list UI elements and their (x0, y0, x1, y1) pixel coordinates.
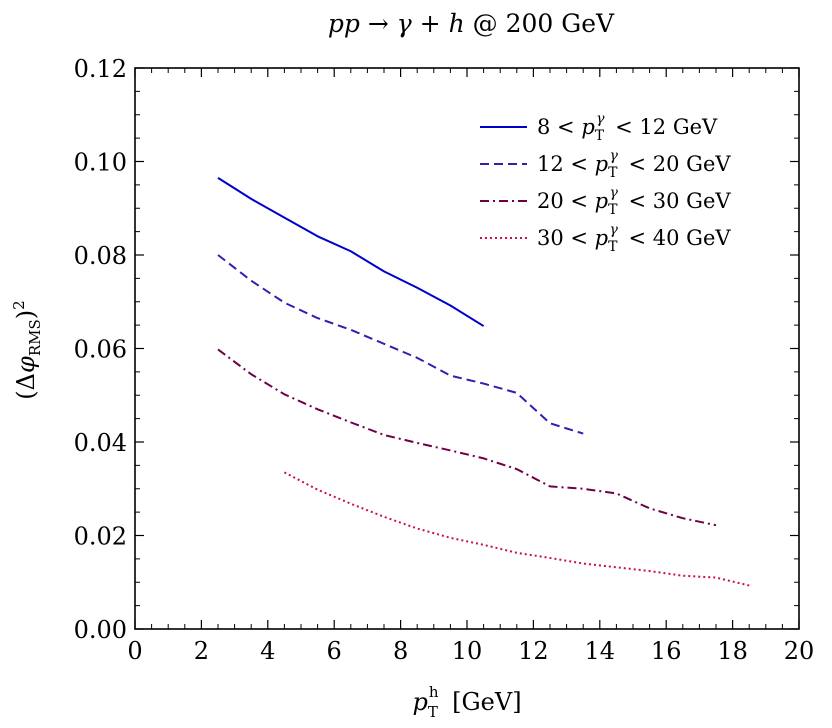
y-axis-label: (ΔφRMS)2 (10, 300, 44, 399)
chart-title: pp → γ + h @ 200 GeV (328, 9, 615, 38)
y-tick-label: 0.06 (74, 336, 127, 364)
x-axis-label: pTh [GeV] (412, 683, 521, 721)
x-tick-label: 2 (194, 637, 209, 665)
legend-label-3: 20 < pTγ < 30 GeV (537, 185, 731, 218)
legend-label-1: 8 < pTγ < 12 GeV (537, 111, 718, 144)
legend: 8 < pTγ < 12 GeV 12 < pTγ < 20 GeV 20 < pT… (480, 111, 731, 255)
x-tick-label: 4 (260, 637, 275, 665)
x-tick-label: 10 (452, 637, 483, 665)
series-layer (217, 177, 750, 587)
x-tick-label: 8 (393, 637, 408, 665)
plot-frame (134, 67, 800, 630)
x-tick-label: 18 (717, 637, 748, 665)
legend-label-2: 12 < pTγ < 20 GeV (537, 148, 731, 181)
x-tick-label: 6 (327, 637, 342, 665)
x-tick-label: 16 (651, 637, 682, 665)
x-tick-label: 0 (127, 637, 142, 665)
tick-labels: 0 2 4 6 8 10 12 14 16 18 20 0.00 0.02 0.04 0.06 0.08 0.1… (74, 55, 815, 665)
x-tick-label: 12 (518, 637, 549, 665)
y-tick-label: 0.04 (74, 429, 127, 457)
series-line-2 (217, 254, 584, 435)
y-tick-label: 0.10 (74, 149, 127, 177)
y-tick-label: 0.08 (74, 242, 127, 270)
y-tick-label: 0.02 (74, 523, 127, 551)
x-tick-label: 14 (585, 637, 616, 665)
y-tick-label: 0.12 (74, 55, 127, 83)
series-line-4 (283, 471, 750, 587)
legend-label-4: 30 < pTγ < 40 GeV (537, 222, 731, 255)
series-line-1 (217, 177, 485, 327)
series-line-3 (217, 348, 717, 527)
x-tick-label: 20 (784, 637, 815, 665)
y-tick-label: 0.00 (74, 616, 127, 644)
